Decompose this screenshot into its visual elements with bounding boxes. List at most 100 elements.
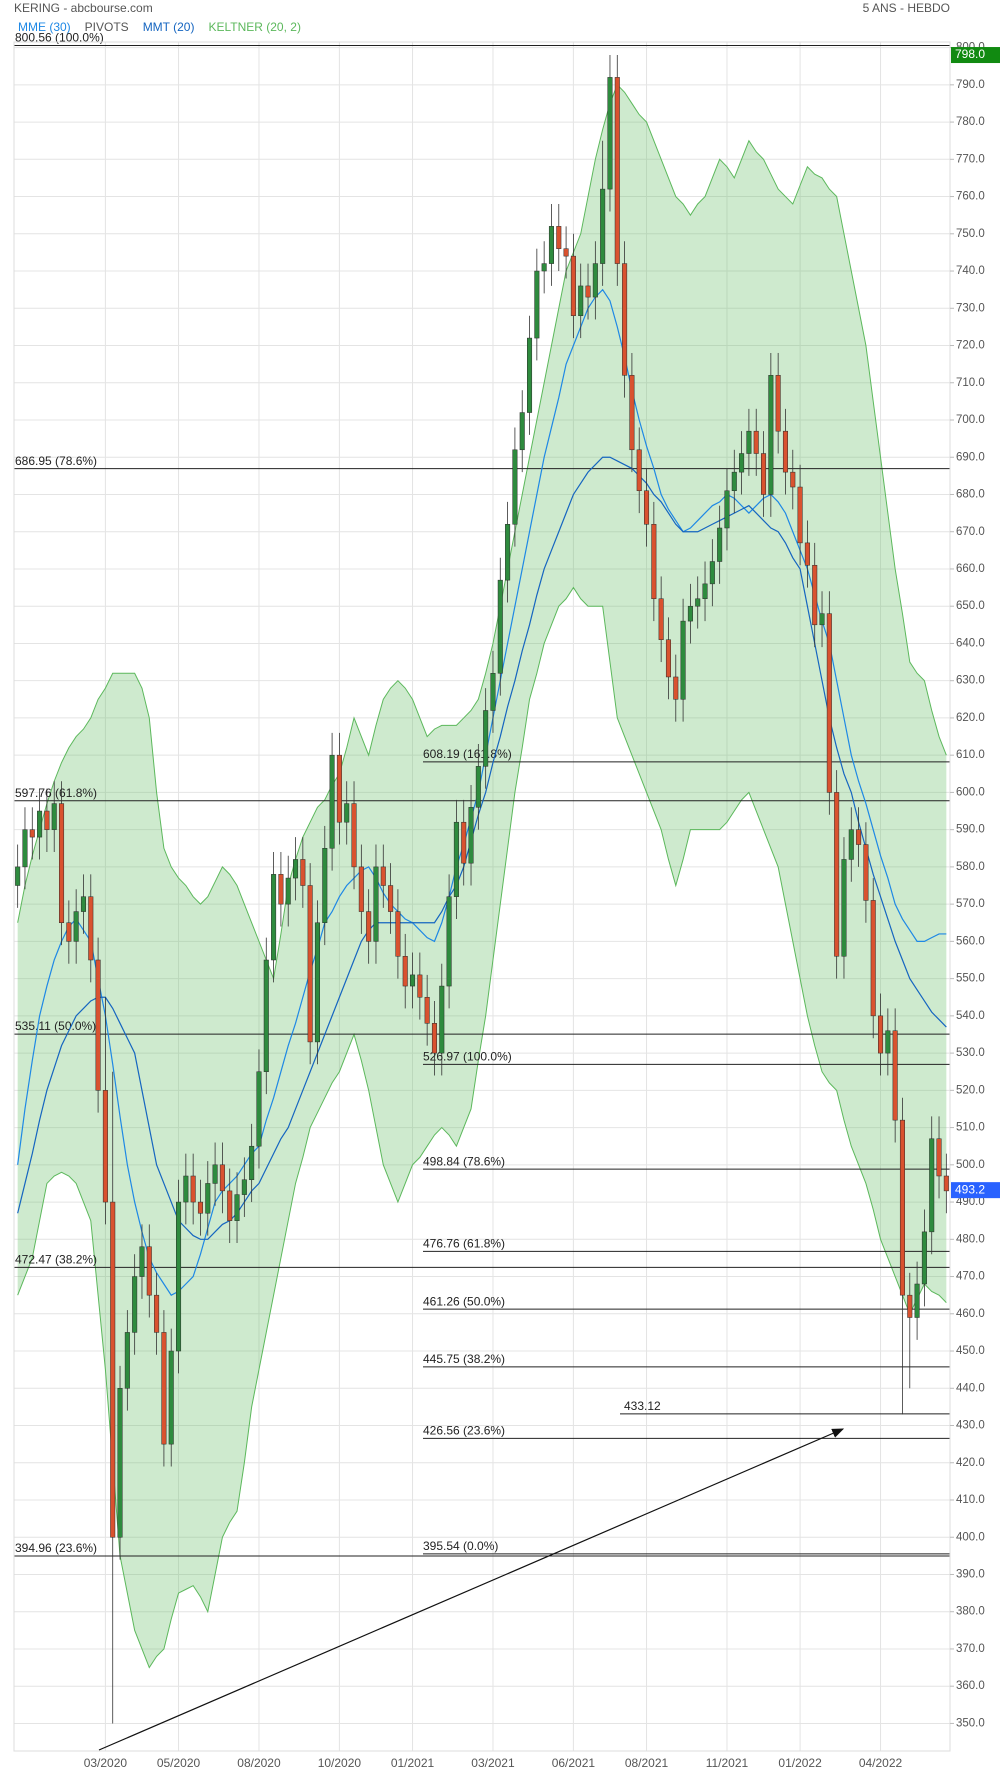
pivot-label: 686.95 (78.6%): [15, 454, 97, 468]
y-tick-label: 450.0: [956, 1345, 985, 1357]
y-tick-label: 480.0: [956, 1233, 985, 1245]
y-tick-label: 360.0: [956, 1680, 985, 1692]
candle-body: [570, 255, 576, 316]
candle-body: [680, 620, 686, 700]
candle-body: [190, 1175, 196, 1203]
y-tick-label: 420.0: [956, 1457, 985, 1469]
y-tick-label: 380.0: [956, 1606, 985, 1618]
y-tick-label: 690.0: [956, 451, 985, 463]
y-tick-label: 730.0: [956, 302, 985, 314]
y-tick-label: 350.0: [956, 1717, 985, 1729]
x-tick-label: 03/2020: [84, 1756, 128, 1770]
candle-body: [358, 866, 364, 912]
y-tick-label: 750.0: [956, 228, 985, 240]
y-tick-label: 680.0: [956, 489, 985, 501]
candle-body: [848, 829, 854, 860]
y-tick-label: 390.0: [956, 1569, 985, 1581]
x-tick-label: 08/2021: [625, 1756, 669, 1770]
legend-entry: MME (30): [18, 20, 71, 34]
candle-layer: [15, 55, 949, 1724]
candle-body: [263, 959, 269, 1072]
candle-body: [249, 1145, 255, 1180]
candle-body: [841, 859, 847, 957]
x-tick-label: 11/2021: [706, 1756, 749, 1770]
candle-body: [271, 874, 277, 961]
candle-body: [739, 453, 745, 473]
y-tick-label: 460.0: [956, 1308, 985, 1320]
candle-body: [870, 900, 876, 1017]
price-tag-label: 798.0: [955, 47, 985, 61]
candle-body: [943, 1175, 949, 1192]
price-tag: [951, 1182, 1000, 1199]
candle-body: [307, 885, 313, 1043]
candle-body: [461, 821, 467, 864]
y-tick-label: 640.0: [956, 637, 985, 649]
pivot-label: 476.76 (61.8%): [423, 1237, 505, 1251]
pivot-label: 498.84 (78.6%): [423, 1154, 505, 1168]
candle-body: [483, 710, 489, 767]
candle-body: [66, 922, 72, 942]
candle-body: [161, 1332, 167, 1445]
y-tick-label: 580.0: [956, 861, 985, 873]
candle-body: [709, 561, 715, 585]
pivot-label: 461.26 (50.0%): [423, 1294, 505, 1308]
x-tick-label: 01/2021: [391, 1756, 435, 1770]
candle-body: [124, 1332, 130, 1389]
pivot-label: 445.75 (38.2%): [423, 1352, 505, 1366]
candle-body: [176, 1201, 182, 1352]
candle-body: [512, 449, 518, 525]
candle-body: [380, 866, 386, 886]
legend-entry: MMT (20): [143, 20, 195, 34]
candle-body: [834, 792, 840, 957]
candle-body: [592, 263, 598, 298]
y-tick-label: 370.0: [956, 1643, 985, 1655]
candle-body: [197, 1201, 203, 1214]
candle-body: [658, 598, 664, 640]
candle-body: [212, 1164, 218, 1184]
y-tick-label: 410.0: [956, 1494, 985, 1506]
pivot-label: 433.12: [624, 1399, 661, 1413]
candle-body: [424, 996, 430, 1024]
x-tick-label: 05/2020: [157, 1756, 201, 1770]
pivot-label: 472.47 (38.2%): [15, 1253, 97, 1267]
candle-body: [673, 676, 679, 700]
y-tick-label: 500.0: [956, 1159, 985, 1171]
grid: [14, 42, 950, 1751]
candle-body: [417, 974, 423, 998]
candle-body: [505, 524, 511, 581]
candle-body: [402, 956, 408, 987]
x-tick-label: 04/2022: [859, 1756, 903, 1770]
candle-body: [907, 1294, 913, 1318]
y-tick-label: 780.0: [956, 116, 985, 128]
candle-body: [446, 896, 452, 987]
y-tick-label: 590.0: [956, 824, 985, 836]
candle-body: [622, 263, 628, 376]
candle-body: [139, 1246, 145, 1277]
candle-body: [556, 226, 562, 249]
keltner-lower: [17, 586, 947, 1669]
y-tick-label: 430.0: [956, 1420, 985, 1432]
y-tick-label: 530.0: [956, 1047, 985, 1059]
candle-body: [936, 1138, 942, 1177]
candle-body: [863, 844, 869, 901]
y-tick-label: 570.0: [956, 898, 985, 910]
y-tick-label: 600.0: [956, 786, 985, 798]
y-tick-label: 440.0: [956, 1382, 985, 1394]
band-layer: [17, 83, 947, 1669]
y-tick-label: 610.0: [956, 749, 985, 761]
y-tick-label: 650.0: [956, 600, 985, 612]
moving-average: [17, 456, 947, 1240]
candle-body: [285, 877, 291, 905]
candle-body: [702, 583, 708, 600]
y-tick-label: 400.0: [956, 1531, 985, 1543]
candle-body: [695, 598, 701, 607]
candle-body: [899, 1119, 905, 1296]
candle-body: [797, 486, 803, 544]
candle-body: [929, 1138, 935, 1233]
y-tick-label: 710.0: [956, 377, 985, 389]
candle-body: [37, 810, 43, 838]
candle-body: [636, 449, 642, 492]
candle-body: [578, 285, 584, 316]
candle-body: [329, 754, 335, 849]
